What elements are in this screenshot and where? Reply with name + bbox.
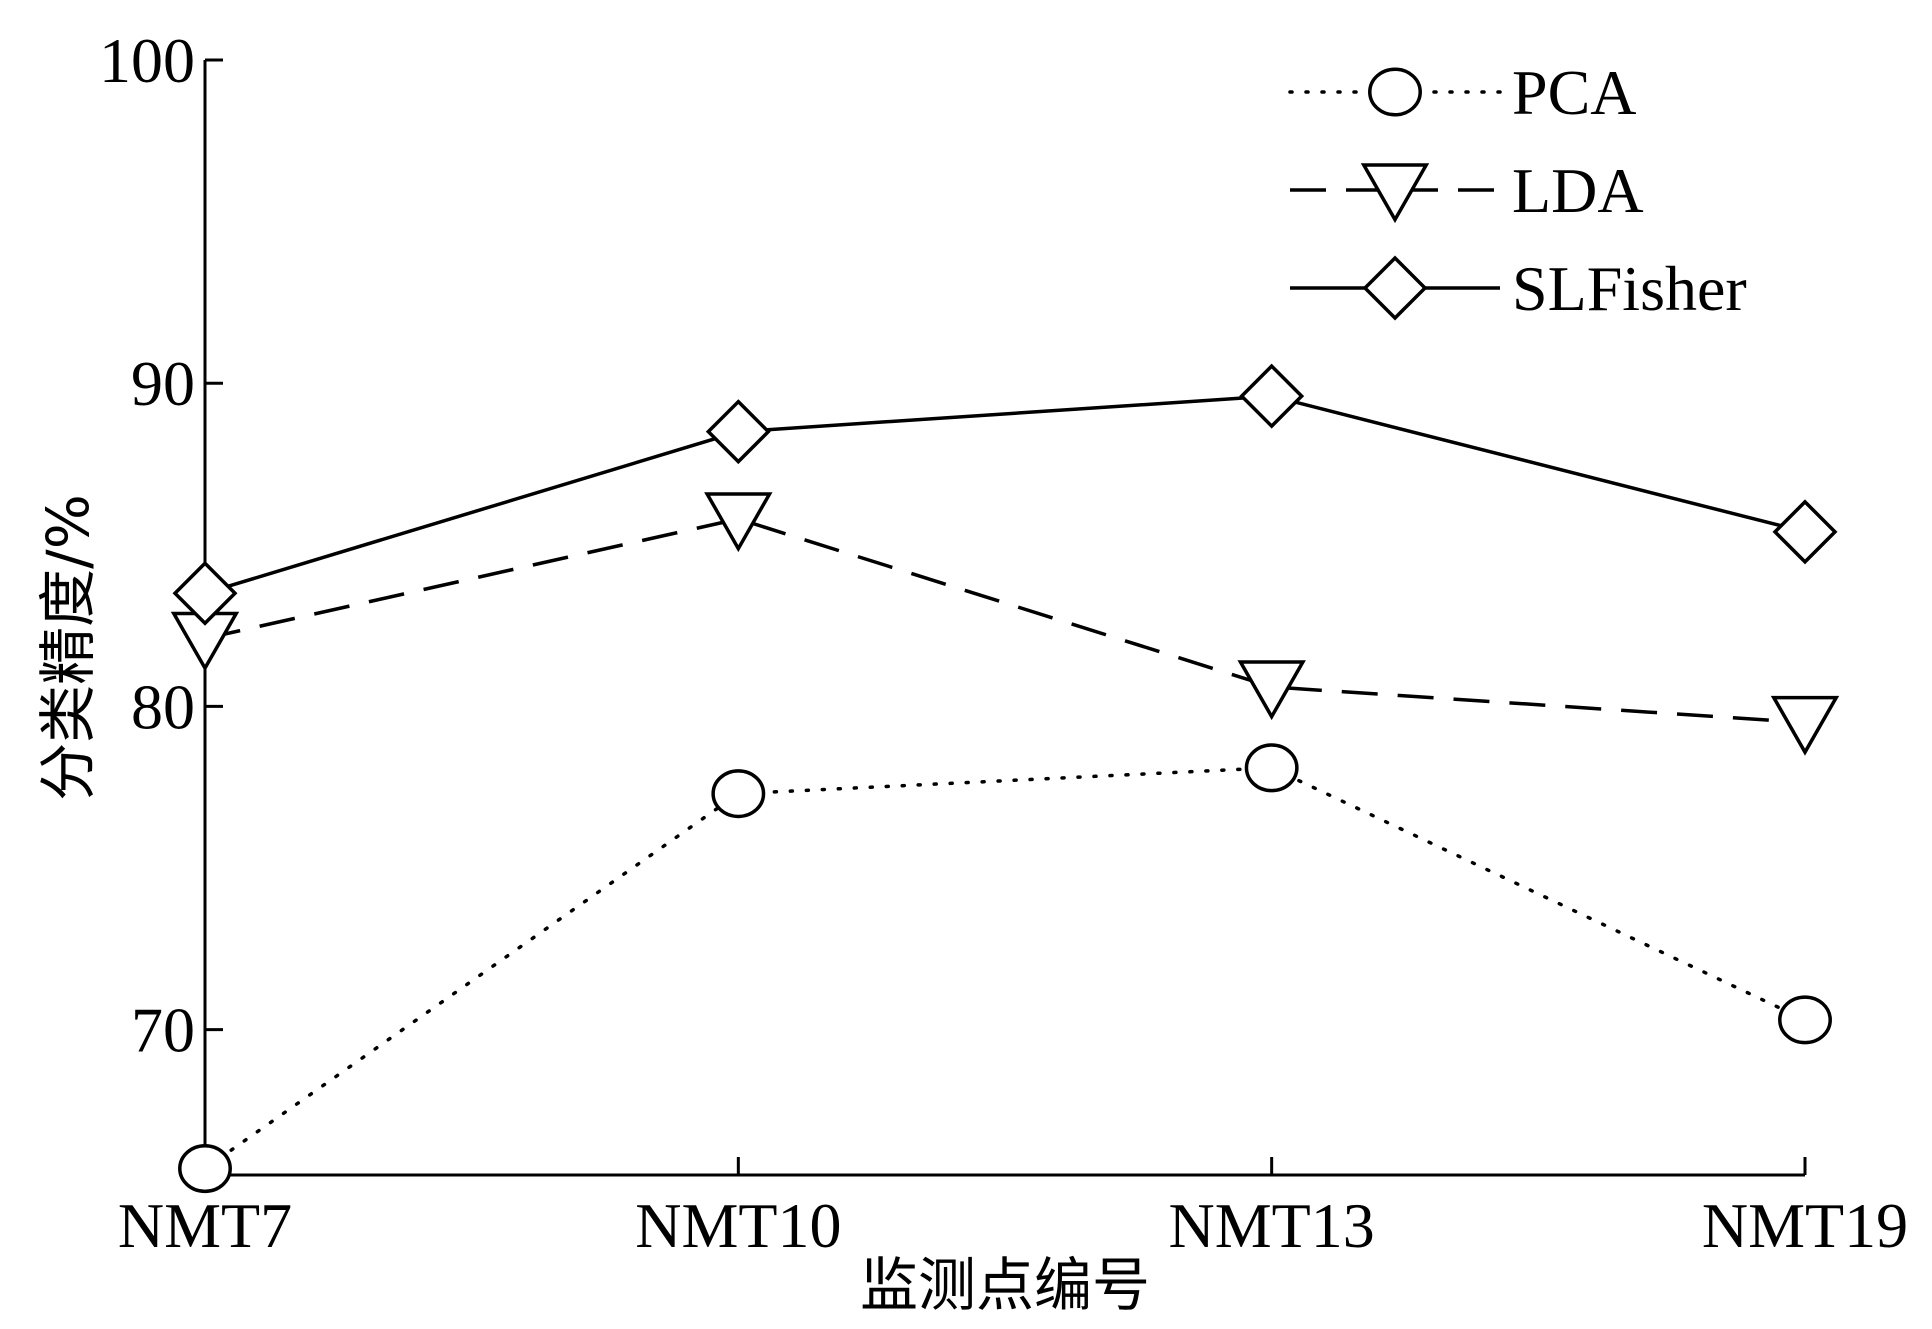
series-pca	[178, 743, 1832, 1194]
x-tick-label: NMT10	[635, 1190, 841, 1261]
y-axis-title: 分类精度/%	[34, 494, 102, 801]
data-point-slfisher	[1239, 363, 1305, 429]
data-point-pca	[711, 769, 766, 819]
x-tick-label: NMT7	[118, 1190, 292, 1261]
data-point-slfisher	[172, 560, 238, 626]
x-tick-label: NMT13	[1169, 1190, 1375, 1261]
legend-label-pca: PCA	[1512, 57, 1637, 128]
y-tick-label: 100	[99, 25, 195, 96]
y-tick-label: 70	[131, 995, 195, 1066]
data-point-lda	[1770, 695, 1840, 756]
series-line-pca	[203, 766, 1807, 1171]
data-point-pca	[1244, 743, 1299, 793]
series-line-slfisher	[204, 394, 1806, 595]
x-tick-label: NMT19	[1702, 1190, 1908, 1261]
axes: 70 80 90 100 NMT7 NMT10 NMT13 NMT19	[99, 25, 1908, 1261]
x-axis-title: 监测点编号	[860, 1251, 1150, 1319]
y-tick-label: 90	[131, 348, 195, 419]
series-slfisher	[172, 363, 1838, 626]
data-point-slfisher	[705, 399, 771, 465]
series-layer	[170, 363, 1840, 1194]
legend: PCA LDA SLFisher	[1288, 57, 1747, 324]
data-point-pca	[178, 1143, 232, 1194]
series-lda	[170, 492, 1840, 756]
legend-label-slfisher: SLFisher	[1512, 253, 1747, 324]
legend-item-lda: LDA	[1290, 155, 1644, 226]
data-point-lda	[704, 492, 773, 553]
series-line-lda	[204, 517, 1806, 725]
y-tick-label: 80	[131, 671, 195, 742]
legend-marker-slfisher	[1362, 255, 1428, 321]
legend-label-lda: LDA	[1512, 155, 1644, 226]
data-point-slfisher	[1772, 499, 1838, 565]
legend-item-pca: PCA	[1288, 57, 1637, 128]
legend-marker-pca	[1368, 67, 1422, 117]
legend-item-slfisher: SLFisher	[1290, 253, 1747, 324]
legend-marker-lda	[1360, 163, 1430, 224]
data-point-lda	[1237, 660, 1306, 721]
data-point-pca	[1778, 995, 1832, 1045]
